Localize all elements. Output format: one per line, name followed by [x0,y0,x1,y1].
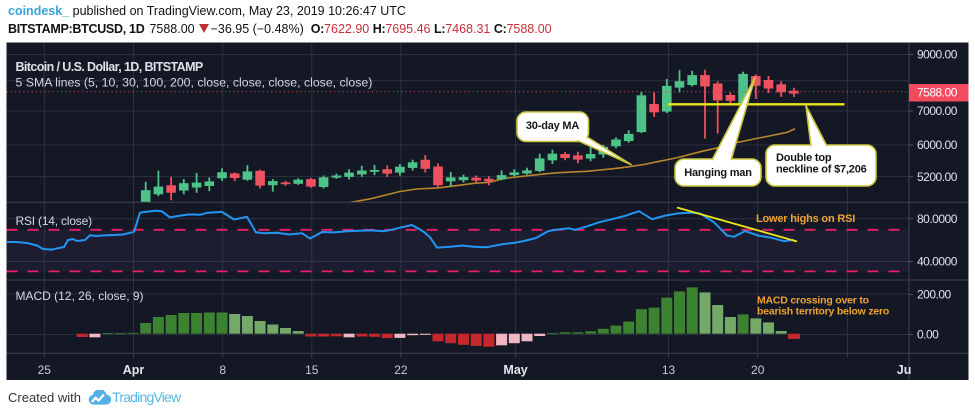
svg-text:Bitcoin / U.S. Dollar, 1D, BIT: Bitcoin / U.S. Dollar, 1D, BITSTAMP [16,60,203,74]
svg-text:7000.00: 7000.00 [917,104,958,118]
svg-text:80.0000: 80.0000 [917,212,958,226]
svg-text:15: 15 [305,363,319,377]
svg-text:20: 20 [751,363,765,377]
svg-text:5 SMA lines (5, 10, 30, 100, 2: 5 SMA lines (5, 10, 30, 100, 200, close,… [16,76,373,90]
svg-text:May: May [503,363,527,377]
svg-text:40.0000: 40.0000 [917,255,958,269]
svg-text:5200.00: 5200.00 [917,170,958,184]
svg-text:25: 25 [38,363,52,377]
svg-text:Hanging man: Hanging man [684,167,752,179]
svg-text:13: 13 [662,363,676,377]
svg-text:Double top: Double top [776,152,832,164]
svg-text:RSI (14, close): RSI (14, close) [16,214,93,228]
svg-text:22: 22 [394,363,408,377]
svg-text:Ju: Ju [897,363,912,377]
svg-text:0.00: 0.00 [917,328,939,342]
svg-text:MACD (12, 26, close, 9): MACD (12, 26, close, 9) [16,289,144,303]
svg-text:bearish territory below zero: bearish territory below zero [757,306,889,318]
svg-text:MACD crossing over to: MACD crossing over to [757,295,869,307]
svg-text:8: 8 [219,363,226,377]
svg-text:neckline of $7,206: neckline of $7,206 [776,163,867,175]
svg-text:30-day MA: 30-day MA [526,120,579,132]
svg-text:200.00: 200.00 [917,288,952,302]
svg-text:6000.00: 6000.00 [917,138,958,152]
svg-text:7588.00: 7588.00 [917,85,958,99]
svg-text:Apr: Apr [123,363,145,377]
svg-text:Lower highs on RSI: Lower highs on RSI [756,213,855,225]
svg-text:9000.00: 9000.00 [917,48,958,62]
